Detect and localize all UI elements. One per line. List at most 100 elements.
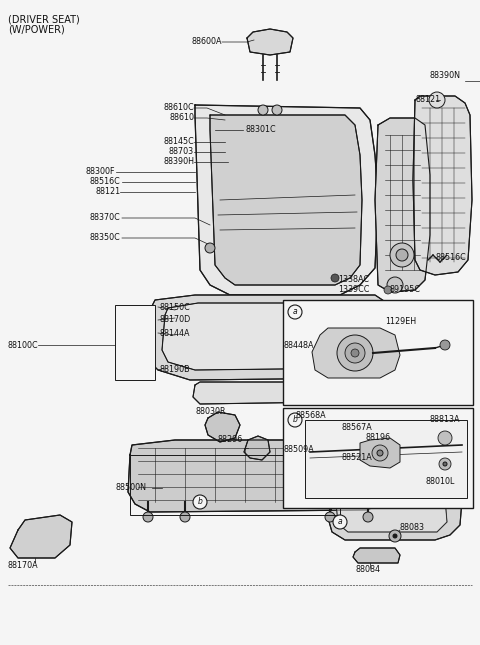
Polygon shape [148, 295, 390, 380]
Text: b: b [198, 497, 203, 506]
Circle shape [372, 445, 388, 461]
Text: 88121: 88121 [415, 95, 440, 104]
Text: 88448A: 88448A [283, 341, 313, 350]
Polygon shape [205, 412, 240, 442]
Polygon shape [210, 115, 362, 285]
Text: 88567A: 88567A [342, 424, 373, 433]
Polygon shape [193, 382, 340, 404]
Circle shape [180, 512, 190, 522]
Text: (DRIVER SEAT): (DRIVER SEAT) [8, 14, 80, 24]
Circle shape [345, 343, 365, 363]
Polygon shape [328, 484, 462, 540]
Text: 88010L: 88010L [425, 477, 455, 486]
Circle shape [359, 434, 367, 442]
Bar [115, 305, 155, 380]
Text: 88083: 88083 [400, 524, 425, 533]
Circle shape [288, 305, 302, 319]
Text: 88600A: 88600A [192, 37, 222, 46]
Circle shape [193, 495, 207, 509]
Text: a: a [338, 517, 342, 526]
Circle shape [440, 340, 450, 350]
Text: (W/POWER): (W/POWER) [8, 25, 65, 35]
Circle shape [396, 249, 408, 261]
Polygon shape [336, 492, 447, 532]
Text: 88500N: 88500N [115, 484, 146, 493]
Text: 88196: 88196 [366, 433, 391, 442]
Polygon shape [195, 105, 378, 295]
Circle shape [205, 243, 215, 253]
Text: 88610: 88610 [169, 114, 194, 123]
Text: 88170D: 88170D [160, 315, 191, 324]
Text: 88521A: 88521A [342, 453, 373, 462]
Text: 88190B: 88190B [160, 366, 191, 375]
Circle shape [143, 512, 153, 522]
Polygon shape [360, 438, 400, 468]
Text: 88084: 88084 [355, 566, 380, 575]
Text: 88350C: 88350C [90, 233, 121, 243]
Polygon shape [162, 303, 382, 370]
Circle shape [387, 277, 403, 293]
Text: 88703: 88703 [169, 148, 194, 157]
Text: 88516C: 88516C [90, 177, 121, 186]
Text: 1339CC: 1339CC [338, 286, 370, 295]
Circle shape [429, 92, 445, 108]
Circle shape [337, 335, 373, 371]
Text: b: b [293, 415, 298, 424]
Text: 88296: 88296 [218, 435, 243, 444]
Text: 89195C: 89195C [390, 286, 421, 295]
Polygon shape [288, 420, 318, 442]
Circle shape [272, 105, 282, 115]
Polygon shape [413, 96, 472, 275]
Circle shape [384, 286, 392, 294]
Text: 1129EH: 1129EH [385, 317, 416, 326]
Text: 88813A: 88813A [430, 415, 460, 424]
Circle shape [389, 530, 401, 542]
Bar [0, 590, 480, 645]
Polygon shape [10, 515, 72, 558]
Polygon shape [244, 436, 270, 460]
Text: 88121: 88121 [96, 188, 121, 197]
Bar [130, 455, 340, 515]
Polygon shape [346, 458, 375, 480]
Polygon shape [353, 548, 400, 563]
Text: 88030R: 88030R [195, 408, 226, 417]
Text: 88144A: 88144A [160, 328, 191, 337]
Circle shape [325, 512, 335, 522]
Text: 88300F: 88300F [86, 168, 116, 177]
Text: 1338AC: 1338AC [338, 275, 369, 284]
Text: 88150C: 88150C [160, 303, 191, 312]
Text: 88145C: 88145C [163, 137, 194, 146]
Circle shape [438, 431, 452, 445]
Polygon shape [375, 118, 430, 292]
Circle shape [357, 387, 367, 397]
Text: 88610C: 88610C [163, 103, 194, 112]
Polygon shape [340, 436, 360, 456]
Circle shape [390, 243, 414, 267]
Circle shape [363, 512, 373, 522]
Circle shape [333, 515, 347, 529]
Polygon shape [128, 440, 388, 512]
Circle shape [377, 450, 383, 456]
Circle shape [288, 413, 302, 427]
Circle shape [331, 274, 339, 282]
Text: 88100C: 88100C [8, 341, 38, 350]
Bar [283, 408, 473, 508]
Polygon shape [247, 29, 293, 55]
Circle shape [393, 534, 397, 538]
Bar [283, 300, 473, 405]
Bar [305, 420, 467, 498]
Text: 88509A: 88509A [283, 446, 314, 455]
Text: 88390H: 88390H [163, 157, 194, 166]
Text: 88516C: 88516C [435, 253, 466, 263]
Polygon shape [312, 328, 400, 378]
Text: 88301C: 88301C [245, 126, 276, 135]
Circle shape [351, 349, 359, 357]
Text: a: a [293, 308, 297, 317]
Circle shape [258, 105, 268, 115]
Text: 88370C: 88370C [90, 213, 121, 223]
Text: 88568A: 88568A [295, 412, 325, 421]
Text: 88170A: 88170A [8, 561, 38, 570]
Circle shape [439, 458, 451, 470]
Text: 88390N: 88390N [430, 72, 461, 81]
Circle shape [443, 462, 447, 466]
